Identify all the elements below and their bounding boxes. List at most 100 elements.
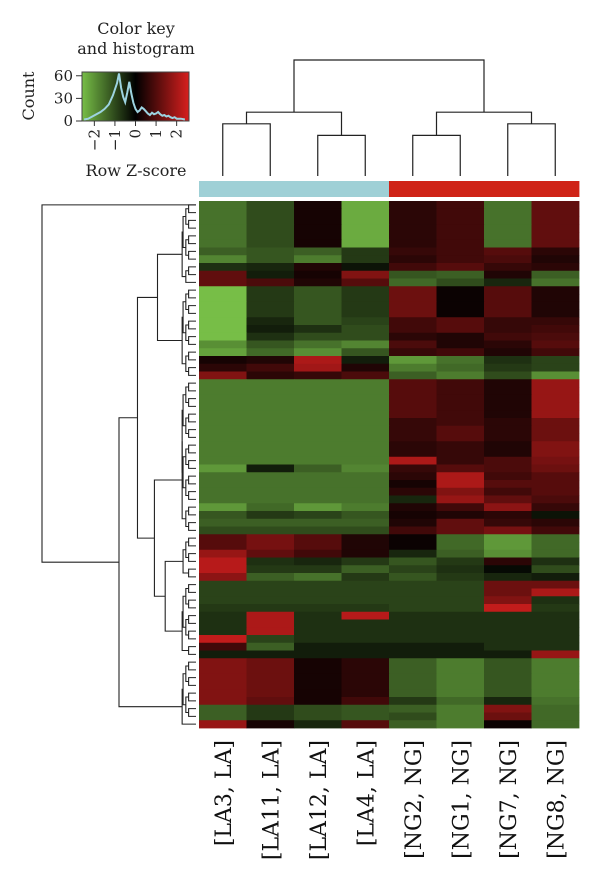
heatmap-cell — [246, 208, 295, 217]
heatmap-cell — [294, 325, 342, 334]
heatmap-cell — [531, 340, 580, 349]
heatmap-cell — [246, 712, 295, 721]
heatmap-cell — [294, 263, 342, 272]
heatmap-cell — [436, 666, 485, 675]
heatmap-cell — [246, 201, 295, 210]
heatmap-cell — [484, 224, 532, 233]
heatmap-cell — [484, 247, 532, 256]
heatmap-cell — [389, 480, 437, 489]
heatmap-cell — [436, 658, 485, 667]
heatmap-cell — [341, 363, 390, 372]
row-dendrogram-branch — [188, 413, 196, 423]
heatmap-cell — [246, 573, 295, 582]
heatmap-cell — [531, 433, 580, 442]
heatmap-cell — [294, 371, 342, 380]
heatmap-cells — [199, 201, 580, 729]
row-dendrogram-branch — [188, 235, 196, 245]
row-dendrogram-branch — [188, 692, 196, 702]
heatmap-cell — [484, 503, 532, 512]
heatmap-cell — [199, 418, 247, 427]
heatmap-cell — [199, 650, 247, 659]
heatmap-cell — [484, 720, 532, 729]
heatmap-cell — [341, 565, 390, 574]
heatmap-cell — [246, 526, 295, 535]
heatmap-cell — [341, 201, 390, 210]
heatmap-cell — [294, 224, 342, 233]
heatmap-cell — [436, 534, 485, 543]
heatmap-cell — [389, 309, 437, 318]
column-label: [LA3, LA] — [212, 740, 237, 846]
heatmap-cell — [246, 263, 295, 272]
heatmap-cell — [294, 673, 342, 682]
heatmap-cell — [484, 542, 532, 551]
color-key-x-tick-label: 1 — [147, 129, 165, 139]
heatmap-cell — [341, 464, 390, 473]
row-dendrogram-branch — [188, 475, 196, 485]
heatmap-cell — [246, 557, 295, 566]
heatmap-cell — [199, 425, 247, 434]
heatmap-cell — [484, 286, 532, 295]
heatmap-cell — [436, 642, 485, 651]
heatmap-cell — [294, 580, 342, 589]
heatmap-cell — [484, 487, 532, 496]
heatmap-cell — [531, 495, 580, 504]
heatmap-cell — [294, 472, 342, 481]
heatmap-cell — [341, 387, 390, 396]
heatmap-cell — [389, 712, 437, 721]
heatmap-cell — [341, 557, 390, 566]
heatmap-cell — [389, 294, 437, 303]
heatmap-cell — [389, 332, 437, 341]
heatmap-cell — [484, 480, 532, 489]
row-dendrogram-branch — [188, 266, 196, 276]
heatmap-cell — [389, 270, 437, 279]
heatmap-cell — [389, 456, 437, 465]
heatmap-cell — [436, 224, 485, 233]
heatmap-cell — [389, 449, 437, 458]
heatmap-cell — [389, 216, 437, 225]
row-dendrogram-branch — [188, 398, 196, 407]
heatmap-cell — [484, 627, 532, 636]
heatmap-cell — [341, 526, 390, 535]
heatmap-cell — [294, 642, 342, 651]
heatmap-cell — [341, 596, 390, 605]
heatmap-cell — [389, 534, 437, 543]
row-dendrogram-branch — [188, 506, 196, 516]
heatmap-cell — [484, 433, 532, 442]
row-dendrogram-branch — [188, 553, 196, 562]
heatmap-cell — [294, 317, 342, 326]
heatmap-cell — [294, 526, 342, 535]
heatmap-cell — [341, 286, 390, 295]
color-key-x-tick-label: 0 — [127, 129, 145, 139]
heatmap-cell — [199, 619, 247, 628]
heatmap-cell — [531, 317, 580, 326]
heatmap-cell — [531, 487, 580, 496]
heatmap-cell — [531, 410, 580, 419]
heatmap-cell — [484, 301, 532, 310]
heatmap-cell — [294, 363, 342, 372]
heatmap-cell — [341, 542, 390, 551]
heatmap-cell — [484, 348, 532, 357]
heatmap-cell — [531, 255, 580, 264]
row-dendrogram-branch — [156, 253, 183, 342]
heatmap-cell — [436, 704, 485, 713]
heatmap-cell — [484, 534, 532, 543]
heatmap-cell — [199, 635, 247, 644]
heatmap-cell — [294, 565, 342, 574]
heatmap-cell — [199, 294, 247, 303]
heatmap-cell — [199, 309, 247, 318]
heatmap-cell — [389, 232, 437, 241]
column-dendrogram — [222, 59, 556, 176]
heatmap-cell — [341, 309, 390, 318]
heatmap-cell — [199, 642, 247, 651]
heatmap-cell — [436, 425, 485, 434]
heatmap-cell — [294, 216, 342, 225]
heatmap-cell — [389, 526, 437, 535]
heatmap-cell — [341, 487, 390, 496]
heatmap-cell — [199, 317, 247, 326]
heatmap-cell — [484, 666, 532, 675]
heatmap-cell — [294, 449, 342, 458]
heatmap-cell — [436, 255, 485, 264]
heatmap-cell — [341, 325, 390, 334]
heatmap-cell — [484, 356, 532, 365]
heatmap-cell — [246, 278, 295, 287]
